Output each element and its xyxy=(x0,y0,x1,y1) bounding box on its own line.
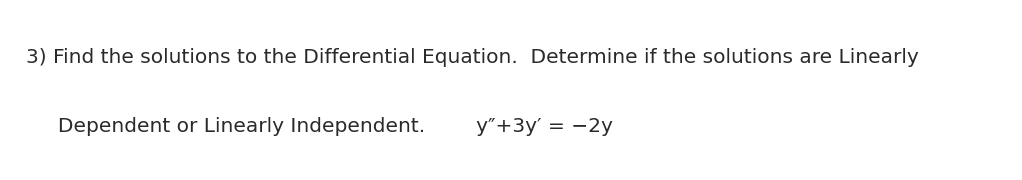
Text: 3) Find the solutions to the Differential Equation.  Determine if the solutions : 3) Find the solutions to the Differentia… xyxy=(26,48,919,67)
Text: Dependent or Linearly Independent.        y″+3y′ = −2y: Dependent or Linearly Independent. y″+3y… xyxy=(26,116,612,136)
